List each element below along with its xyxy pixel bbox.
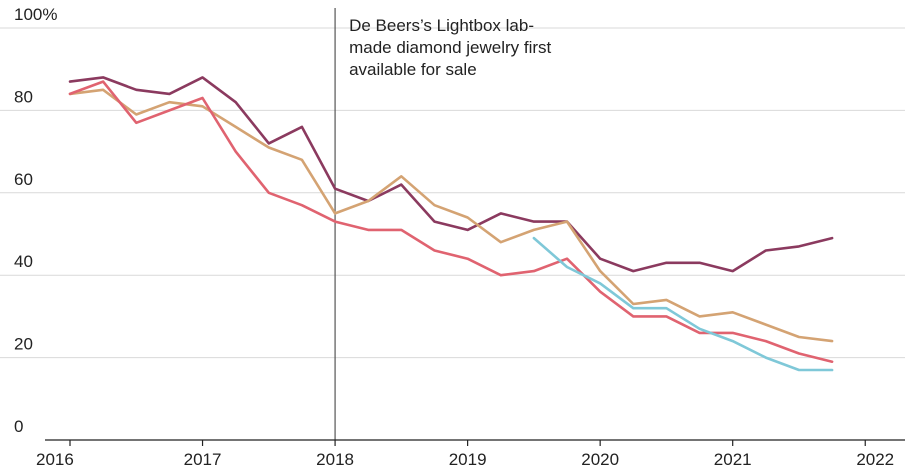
y-tick-label-20: 20 — [14, 335, 33, 354]
x-tick-label-2016: 2016 — [36, 450, 74, 468]
x-axis-tick-labels: 2016 2017 2018 2019 2020 2021 2022 — [36, 450, 894, 468]
x-tick-label-2020: 2020 — [581, 450, 619, 468]
y-tick-label-40: 40 — [14, 252, 33, 271]
x-tick-label-2019: 2019 — [449, 450, 487, 468]
series-line-2 — [68, 88, 834, 343]
y-tick-label-100: 100% — [14, 5, 57, 24]
x-axis — [45, 439, 905, 446]
x-tick-label-2021: 2021 — [714, 450, 752, 468]
x-tick-label-2022: 2022 — [856, 450, 894, 468]
y-tick-label-80: 80 — [14, 87, 33, 106]
annotation-line-1: De Beers’s Lightbox lab- — [349, 16, 534, 35]
annotation-line-3: available for sale — [349, 60, 477, 79]
x-tick-label-2018: 2018 — [316, 450, 354, 468]
annotation-line-2: made diamond jewelry first — [349, 38, 551, 57]
series-lines — [68, 76, 834, 372]
series-line-4 — [532, 236, 834, 372]
y-tick-label-0: 0 — [14, 417, 23, 436]
event-annotation: De Beers’s Lightbox lab-made diamond jew… — [349, 16, 551, 79]
series-line-3 — [68, 80, 834, 363]
y-tick-label-60: 60 — [14, 170, 33, 189]
y-axis-tick-labels: 0 20 40 60 80 100% — [14, 5, 57, 436]
x-tick-label-2017: 2017 — [184, 450, 222, 468]
series-line-1 — [68, 76, 834, 273]
